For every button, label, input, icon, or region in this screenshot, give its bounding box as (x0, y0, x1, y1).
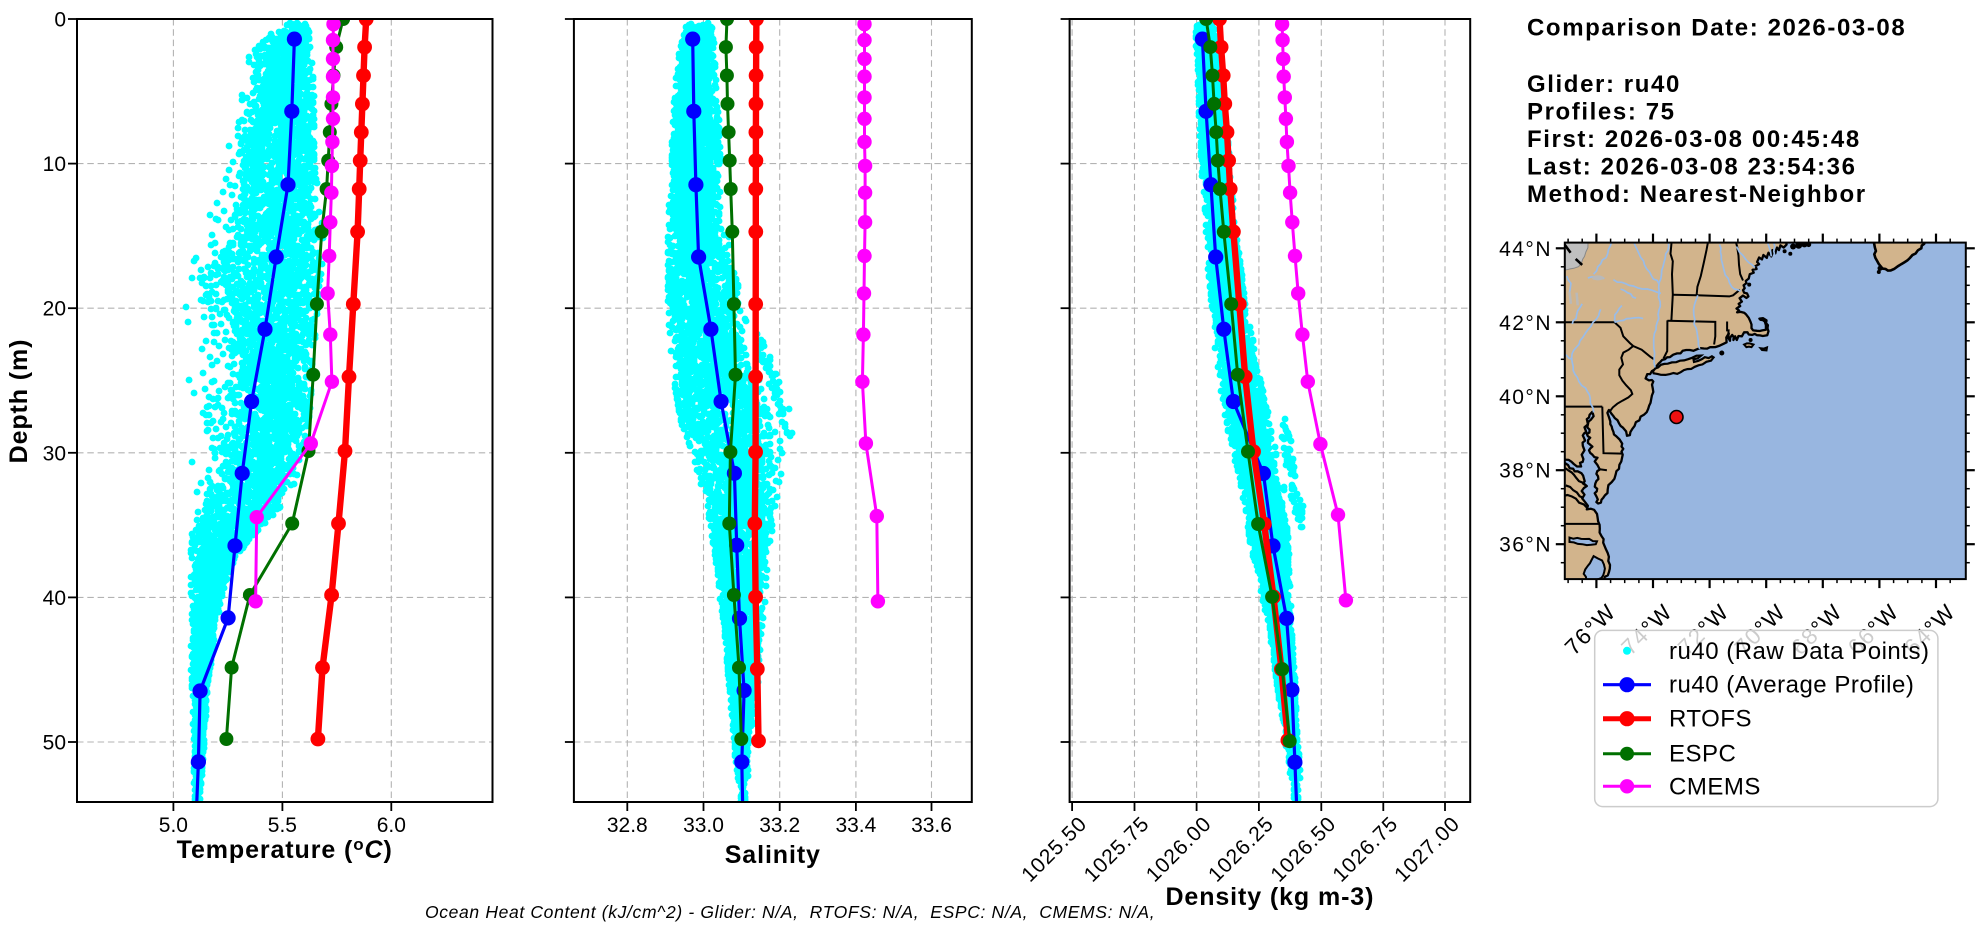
svg-text:Density (kg m-3): Density (kg m-3) (1165, 883, 1374, 911)
svg-text:5.5: 5.5 (268, 814, 297, 837)
svg-text:RTOFS: RTOFS (1669, 706, 1752, 733)
svg-text:33.4: 33.4 (835, 814, 876, 837)
svg-text:30: 30 (43, 442, 66, 465)
svg-text:10: 10 (43, 153, 66, 176)
svg-text:Depth (m): Depth (m) (5, 339, 33, 464)
svg-text:6.0: 6.0 (377, 814, 406, 837)
svg-text:ru40 (Raw Data Points): ru40 (Raw Data Points) (1669, 638, 1929, 665)
svg-text:Last: 2026-03-08 23:54:36: Last: 2026-03-08 23:54:36 (1527, 154, 1857, 181)
svg-text:First: 2026-03-08 00:45:48: First: 2026-03-08 00:45:48 (1527, 126, 1861, 153)
svg-text:0: 0 (54, 9, 66, 32)
svg-text:32.8: 32.8 (607, 814, 648, 837)
svg-text:33.6: 33.6 (911, 814, 952, 837)
svg-text:ESPC: ESPC (1669, 741, 1736, 768)
svg-text:5.0: 5.0 (159, 814, 188, 837)
svg-text:33.0: 33.0 (683, 814, 724, 837)
svg-text:20: 20 (43, 298, 66, 321)
svg-text:40: 40 (43, 587, 66, 610)
svg-text:40°N: 40°N (1499, 386, 1552, 409)
svg-text:33.2: 33.2 (759, 814, 800, 837)
svg-text:Method: Nearest-Neighbor: Method: Nearest-Neighbor (1527, 181, 1867, 208)
svg-text:Comparison Date: 2026-03-08: Comparison Date: 2026-03-08 (1527, 15, 1906, 42)
svg-text:42°N: 42°N (1499, 312, 1552, 335)
svg-text:Profiles: 75: Profiles: 75 (1527, 99, 1676, 126)
svg-text:ru40 (Average Profile): ru40 (Average Profile) (1669, 672, 1914, 699)
svg-text:Salinity: Salinity (725, 841, 821, 869)
svg-text:44°N: 44°N (1499, 238, 1552, 261)
svg-text:50: 50 (43, 732, 66, 755)
svg-text:Glider: ru40: Glider: ru40 (1527, 71, 1681, 98)
svg-text:36°N: 36°N (1499, 534, 1552, 557)
svg-text:38°N: 38°N (1499, 460, 1552, 483)
svg-text:CMEMS: CMEMS (1669, 773, 1761, 800)
svg-text:Ocean Heat Content (kJ/cm^2) -: Ocean Heat Content (kJ/cm^2) - Glider: N… (425, 902, 1155, 922)
